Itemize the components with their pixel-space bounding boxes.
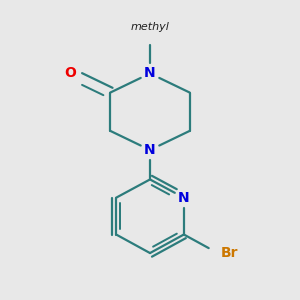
Text: methyl: methyl: [130, 22, 170, 32]
Text: N: N: [144, 66, 156, 80]
Text: N: N: [178, 191, 190, 205]
Text: Br: Br: [221, 246, 238, 260]
Text: O: O: [64, 66, 76, 80]
Text: N: N: [144, 143, 156, 157]
